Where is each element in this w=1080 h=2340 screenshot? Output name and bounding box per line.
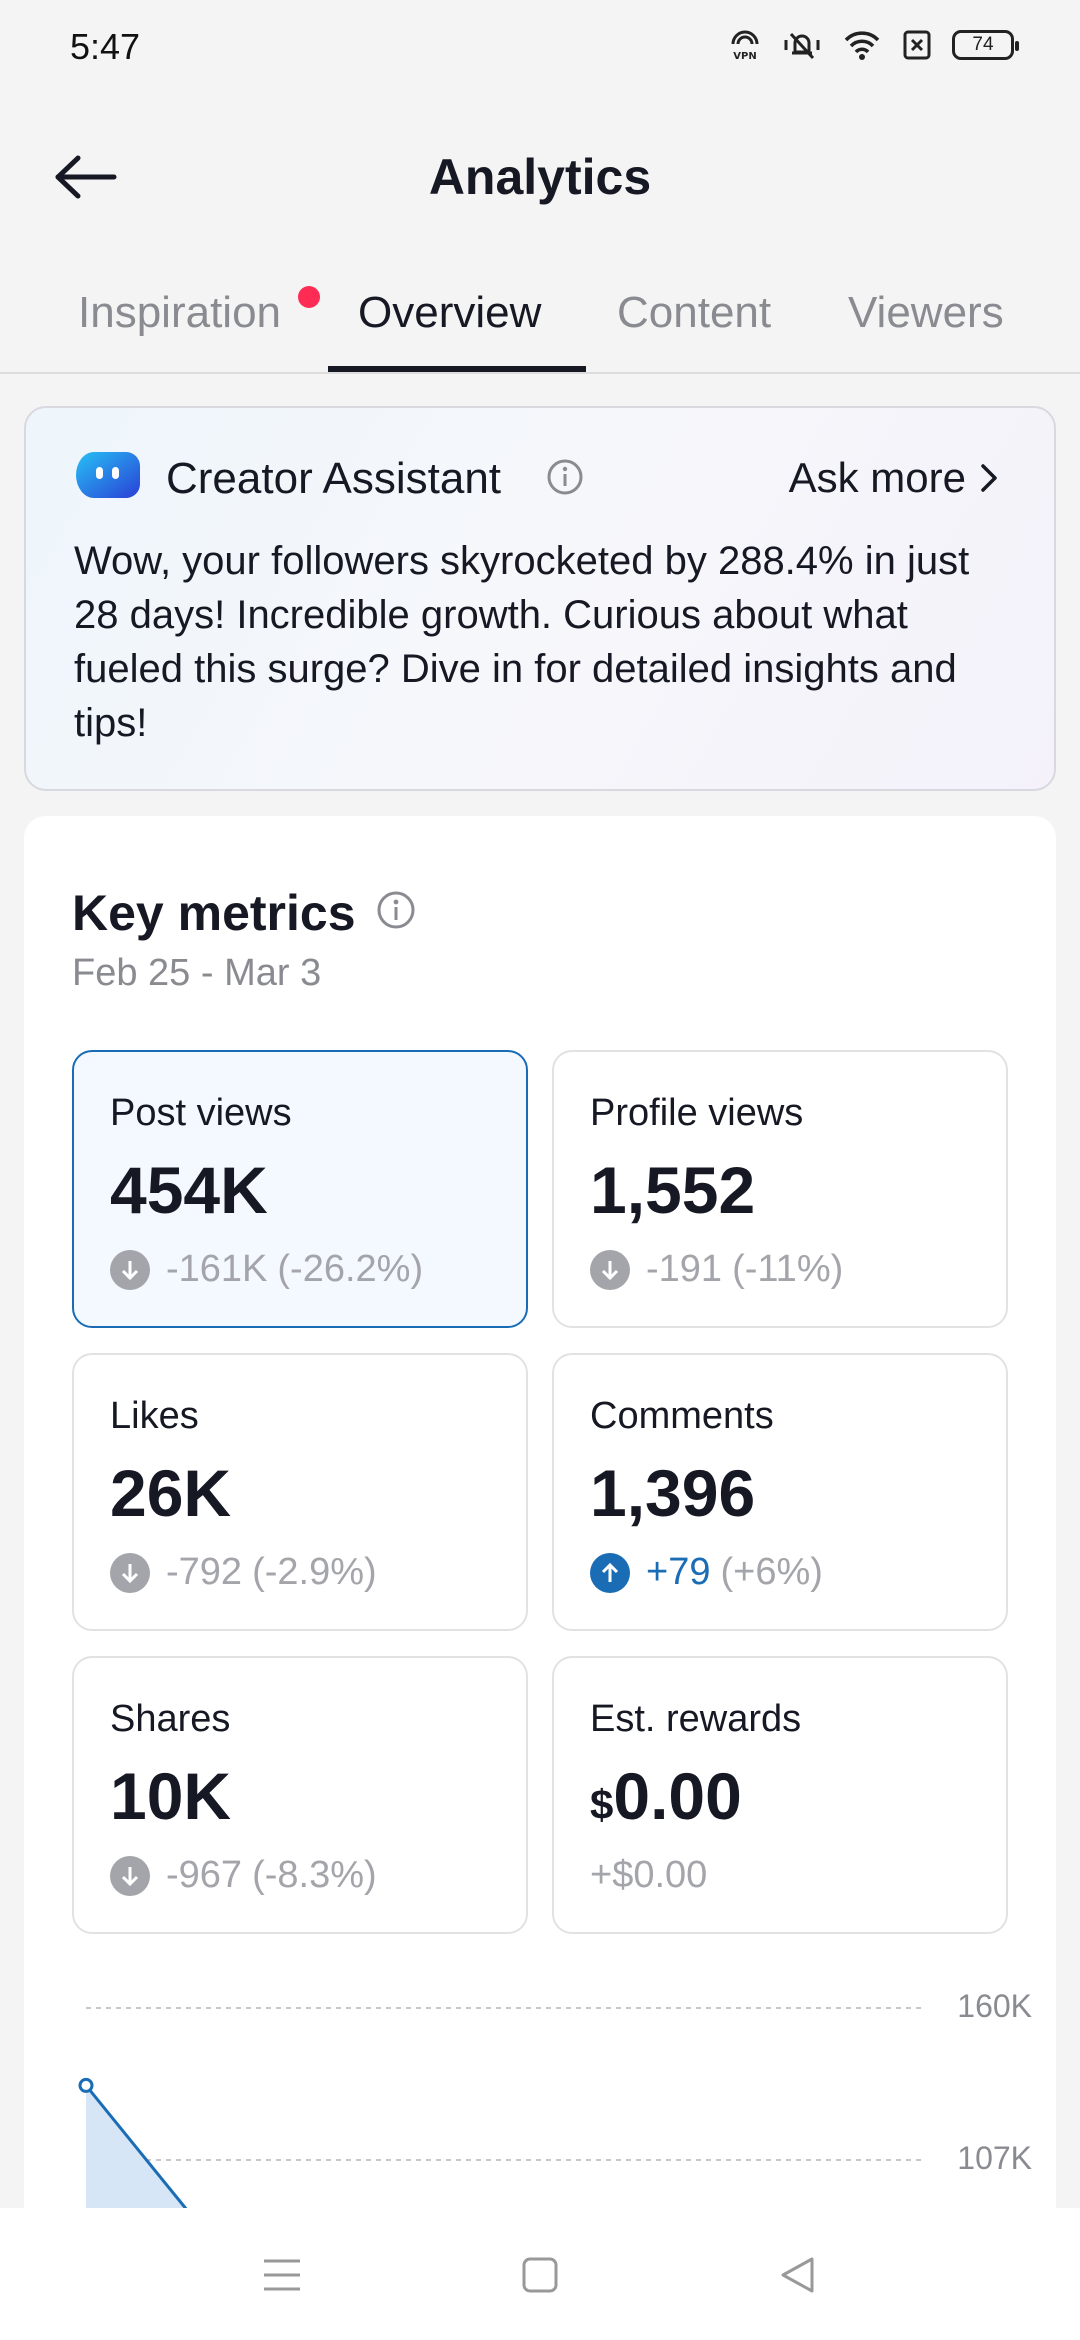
menu-button[interactable]	[252, 2250, 312, 2300]
key-metrics-title: Key metrics	[72, 885, 356, 941]
metric-change-percent: (-2.9%)	[252, 1551, 377, 1593]
metric-value: 454K	[110, 1153, 268, 1227]
metric-change: -161K (-26.2%)	[110, 1248, 423, 1291]
arrow-left-icon	[55, 155, 117, 199]
metric-change-value: -161K	[166, 1248, 268, 1290]
metric-tile-comments[interactable]: Comments 1,396 +79 (+6%)	[552, 1353, 1008, 1631]
metric-tile-shares[interactable]: Shares 10K -967 (-8.3%)	[72, 1656, 528, 1934]
menu-icon	[264, 2259, 300, 2291]
tab-overview[interactable]: Overview	[358, 288, 542, 337]
vpn-icon: VPN	[731, 30, 759, 62]
arrow-down-circle-icon	[110, 1552, 150, 1593]
metric-change-value: +$0.00	[590, 1854, 708, 1896]
assistant-message: Wow, your followers skyrocketed by 288.4…	[74, 539, 970, 745]
metric-tile-est-rewards[interactable]: Est. rewards $0.00 +$0.00	[552, 1656, 1008, 1934]
metric-change: -792 (-2.9%)	[110, 1551, 377, 1594]
arrow-down-circle-icon	[110, 1249, 150, 1290]
metric-value: 1,552	[590, 1153, 756, 1227]
metric-change-value: -191	[646, 1248, 723, 1290]
tab-content[interactable]: Content	[617, 288, 772, 337]
currency-symbol: $	[590, 1781, 614, 1828]
tab-viewers[interactable]: Viewers	[848, 288, 1004, 337]
system-navigation-bar	[0, 2208, 1080, 2340]
vibrate-bell-icon	[784, 32, 820, 60]
metric-value: 1,396	[590, 1456, 756, 1530]
arrow-down-circle-icon	[590, 1249, 630, 1290]
metric-tile-post-views[interactable]: Post views 454K -161K (-26.2%)	[72, 1050, 528, 1328]
metric-change: +79 (+6%)	[590, 1551, 823, 1594]
metric-change: -191 (-11%)	[590, 1248, 843, 1291]
status-time: 5:47	[70, 26, 141, 67]
metric-label: Shares	[110, 1698, 231, 1740]
metric-change: +$0.00	[590, 1854, 707, 1897]
status-icons: VPN 74	[728, 28, 1019, 62]
y-tick-label: 107K	[957, 2140, 1032, 2176]
page-title: Analytics	[428, 149, 652, 205]
tab-bar: Inspiration Overview Content Viewers	[0, 262, 1080, 374]
square-icon	[522, 2257, 558, 2293]
arrow-down-circle-icon	[110, 1855, 150, 1896]
metric-value: 26K	[110, 1456, 232, 1530]
metric-tile-likes[interactable]: Likes 26K -792 (-2.9%)	[72, 1353, 528, 1631]
back-nav-button[interactable]	[768, 2250, 828, 2300]
ask-more-label: Ask more	[788, 454, 966, 501]
header: Analytics	[0, 120, 1080, 230]
metric-change: -967 (-8.3%)	[110, 1854, 377, 1897]
assistant-logo-icon	[76, 452, 140, 498]
no-sim-icon	[903, 30, 931, 60]
metric-value: $0.00	[590, 1758, 742, 1834]
metric-value: 10K	[110, 1759, 232, 1833]
metric-label: Comments	[590, 1395, 774, 1437]
metric-change-value: -967	[166, 1854, 243, 1896]
key-metrics-card: Key metrics Feb 25 - Mar 3 Post views 45…	[24, 816, 1056, 2316]
battery-icon: 74	[952, 30, 1019, 60]
active-tab-indicator	[328, 366, 586, 372]
arrow-up-circle-icon	[590, 1552, 630, 1593]
info-icon[interactable]	[376, 890, 416, 930]
triangle-back-icon	[781, 2257, 814, 2293]
metric-label: Est. rewards	[590, 1698, 802, 1740]
metric-change-percent: (-11%)	[732, 1248, 844, 1290]
series-line	[84, 2084, 188, 2210]
assistant-title: Creator Assistant	[166, 454, 502, 503]
home-button[interactable]	[510, 2250, 570, 2300]
y-tick-label: 160K	[957, 1988, 1032, 2024]
metric-value-number: 0.00	[613, 1759, 742, 1833]
notification-dot	[298, 286, 320, 308]
metric-label: Likes	[110, 1395, 199, 1437]
metric-tile-profile-views[interactable]: Profile views 1,552 -191 (-11%)	[552, 1050, 1008, 1328]
wifi-icon	[844, 31, 880, 60]
info-icon[interactable]	[546, 458, 584, 496]
creator-assistant-card[interactable]: Creator Assistant Ask more Wow, your fol…	[24, 406, 1056, 791]
metric-change-percent: (-26.2%)	[277, 1248, 424, 1290]
data-point	[78, 2077, 94, 2093]
back-button[interactable]	[46, 142, 126, 212]
metric-change-percent: (+6%)	[720, 1551, 823, 1593]
metric-label: Profile views	[590, 1092, 804, 1134]
status-bar: 5:47 VPN 74	[0, 0, 1080, 96]
vpn-label: VPN	[733, 51, 756, 62]
metric-change-percent: (-8.3%)	[252, 1854, 377, 1896]
date-range: Feb 25 - Mar 3	[72, 952, 322, 994]
metric-change-value: +79	[646, 1551, 711, 1593]
chevron-right-icon	[981, 464, 997, 492]
metric-change-value: -792	[166, 1551, 243, 1593]
ask-more-button[interactable]: Ask more	[789, 454, 998, 502]
metric-label: Post views	[110, 1092, 292, 1134]
tab-inspiration[interactable]: Inspiration	[78, 288, 282, 337]
